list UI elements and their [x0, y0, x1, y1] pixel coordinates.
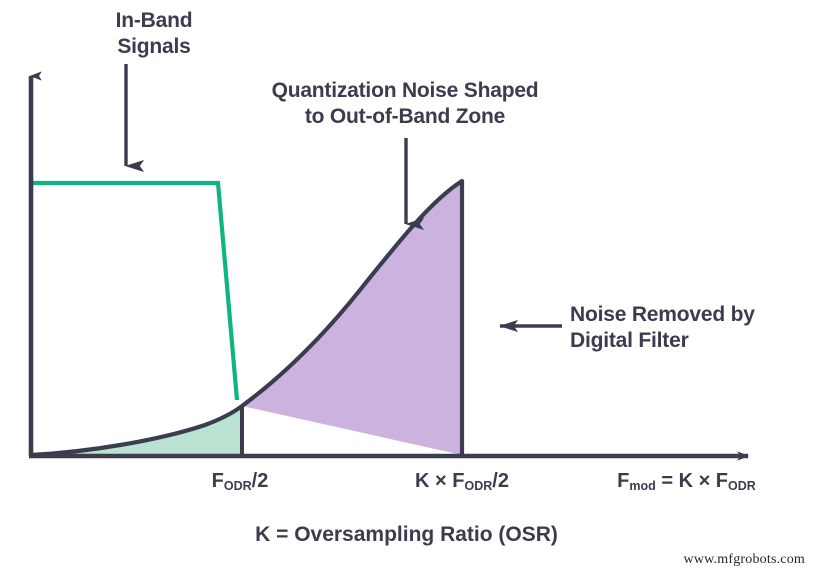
tick-k-fodr-half-suffix: /2	[492, 470, 509, 492]
out-of-band-noise-region	[242, 181, 462, 455]
annotation-noise-removed: Noise Removed by Digital Filter	[570, 303, 755, 353]
in-band-signal-trace	[31, 180, 240, 401]
axis-tick-k-fodr-half: K × FODR/2	[250, 470, 674, 493]
axes	[28, 71, 750, 461]
annotation-in-band-signals: In-Band Signals	[115, 9, 193, 59]
spectrum-regions	[31, 181, 462, 455]
tick-fmod-prefix: F	[617, 470, 630, 492]
tick-fodr-half-subscript: ODR	[223, 479, 252, 493]
figure-caption: K = Oversampling Ratio (OSR)	[255, 523, 558, 546]
noise-shaping-curve	[28, 178, 465, 458]
annotation-quantization-noise: Quantization Noise Shaped to Out-of-Band…	[271, 79, 539, 129]
in-band-noise-region	[31, 406, 242, 455]
watermark-text: www.mfgrobots.com	[683, 552, 805, 567]
axis-tick-fmod: Fmod = K × FODR	[560, 470, 813, 493]
annotation-arrows	[124, 64, 562, 333]
axis-tick-fodr-half: FODR/2	[0, 470, 480, 493]
tick-fmod-subscript-2: ODR	[728, 479, 756, 493]
tick-k-fodr-half-prefix: K × F	[415, 470, 465, 492]
tick-k-fodr-half-subscript: ODR	[464, 479, 493, 493]
tick-fmod-suffix: = K × F	[655, 470, 729, 492]
tick-fmod-subscript: mod	[629, 479, 656, 493]
tick-fodr-half-suffix: /2	[251, 470, 269, 492]
tick-fodr-half-base: F	[211, 470, 224, 492]
